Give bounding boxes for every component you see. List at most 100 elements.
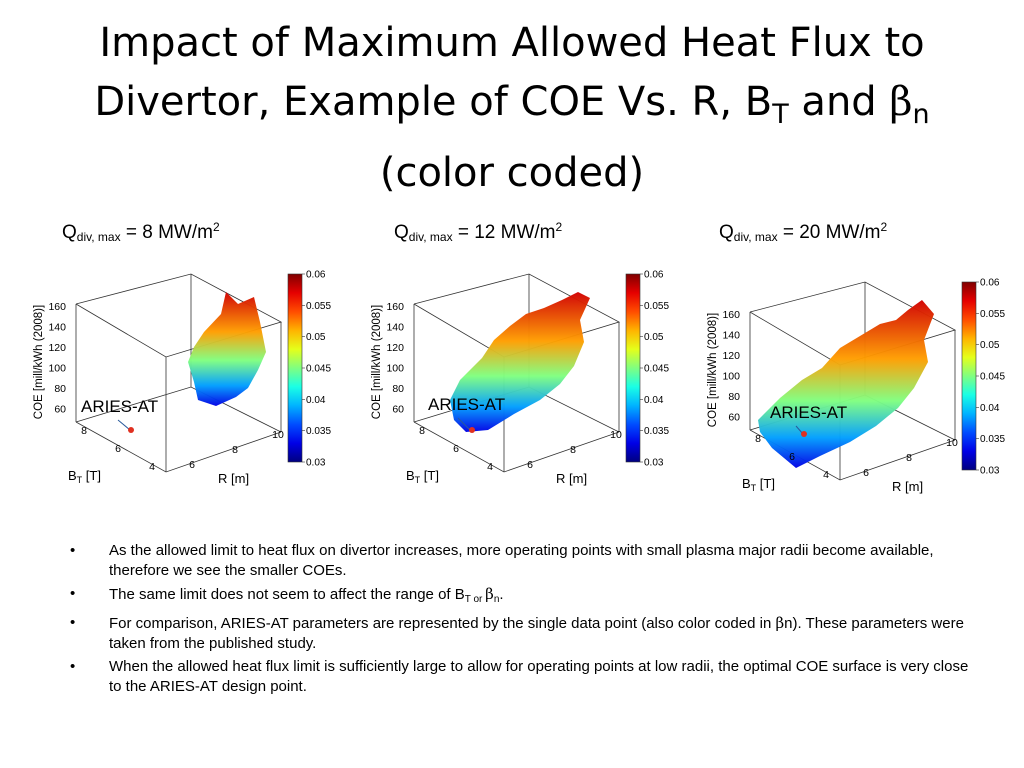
- beta-subscript: n: [493, 594, 500, 605]
- bullet-marker: •: [70, 542, 76, 559]
- bt-subscript: T or: [464, 594, 486, 605]
- r-tick-label: 10: [272, 429, 284, 441]
- r-tick-label: 10: [610, 429, 622, 441]
- z-tick-label: 80: [728, 391, 740, 403]
- q-symbol: Q: [719, 222, 734, 243]
- z-tick-label: 60: [728, 412, 740, 424]
- q-subscript: div, max: [76, 230, 121, 244]
- z-tick-label: 120: [722, 350, 740, 362]
- title-line-1: Impact of Maximum Allowed Heat Flux to: [99, 20, 925, 66]
- surface-plot: 160 140 120 100 80 60 COE [mill/kWh (2008)] 8 6 4…: [371, 270, 669, 487]
- z-tick-label: 100: [386, 363, 404, 375]
- annotation-leader: [457, 417, 471, 431]
- r-tick-label: 10: [946, 437, 958, 449]
- z-tick-label: 60: [54, 404, 66, 416]
- colorbar-tick-label: 0.06: [306, 270, 326, 281]
- z-tick-label: 140: [386, 322, 404, 334]
- q-subscript: div, max: [408, 230, 453, 244]
- z-tick-label: 160: [722, 309, 740, 321]
- z-tick-label: 140: [48, 322, 66, 334]
- colorbar-tick-label: 0.045: [644, 364, 669, 375]
- r-tick-label: 6: [863, 467, 869, 479]
- z-axis-label: COE [mill/kWh (2008)]: [707, 313, 719, 427]
- title-line-2-text: Divertor, Example of COE Vs. R, B: [94, 79, 773, 125]
- bullet-text: For comparison, ARIES-AT parameters are …: [109, 615, 776, 632]
- box-back-floor: [75, 386, 282, 433]
- bullet-marker: •: [70, 585, 76, 602]
- bt-tick-label: 6: [115, 443, 121, 455]
- colorbar: [625, 273, 641, 463]
- axes-box: [75, 273, 283, 473]
- colorbar-tick-label: 0.035: [306, 426, 331, 437]
- colorbar-tick-label: 0.03: [980, 466, 1000, 477]
- surface-plot: 160 140 120 100 80 60 COE [mill/kWh (2008)] 8 6 4…: [707, 278, 1005, 495]
- bt-tick-label: 4: [149, 461, 155, 473]
- z-tick-label: 140: [722, 330, 740, 342]
- slide-title: Impact of Maximum Allowed Heat Flux to D…: [20, 14, 1004, 203]
- z-tick-label: 120: [386, 342, 404, 354]
- title-bt-subscript: T: [772, 99, 789, 130]
- q-superscript: 2: [880, 220, 888, 234]
- bullet-item: • As the allowed limit to heat flux on d…: [70, 541, 970, 581]
- colorbar-tick-label: 0.03: [644, 458, 664, 469]
- panel-2-caption: Qdiv, max = 12 MW/m2: [394, 220, 562, 244]
- surface-plot: 160 140 120 100 80 60 COE [mill/kWh (2008)] 8 6 4…: [33, 270, 331, 487]
- bullet-item: • For comparison, ARIES-AT parameters ar…: [70, 613, 970, 654]
- coe-surface: [758, 300, 934, 468]
- bullet-item: • When the allowed heat flux limit is su…: [70, 657, 970, 697]
- colorbar-tick-label: 0.045: [306, 364, 331, 375]
- bullet-marker: •: [70, 614, 76, 631]
- q-symbol: Q: [394, 222, 409, 243]
- q-value: = 8 MW/m: [120, 222, 213, 243]
- chart-panel-1: 160 140 120 100 80 60 COE [mill/kWh (2008)] 8 6 4…: [26, 262, 346, 502]
- bullet-list: • As the allowed limit to heat flux on d…: [70, 541, 970, 700]
- title-beta-symbol: β: [889, 79, 913, 125]
- colorbar-tick-label: 0.055: [980, 309, 1005, 320]
- colorbar-tick-label: 0.035: [980, 434, 1005, 445]
- colorbar-tick-label: 0.04: [306, 395, 326, 406]
- colorbar-tick-label: 0.055: [644, 301, 669, 312]
- colorbar-tick-label: 0.06: [980, 278, 1000, 289]
- r-tick-label: 8: [906, 452, 912, 464]
- z-tick-label: 120: [48, 342, 66, 354]
- z-tick-label: 100: [722, 371, 740, 383]
- q-symbol: Q: [62, 222, 77, 243]
- r-tick-label: 8: [232, 444, 238, 456]
- r-axis-label: R [m]: [892, 479, 923, 494]
- z-tick-label: 160: [386, 301, 404, 313]
- bt-tick-label: 6: [453, 443, 459, 455]
- r-tick-label: 6: [189, 459, 195, 471]
- aries-at-marker: [469, 427, 475, 433]
- title-line-3: (color coded): [379, 150, 645, 196]
- chart-panel-3: 160 140 120 100 80 60 COE [mill/kWh (2008)] 8 6 4…: [700, 270, 1020, 510]
- bt-tick-label: 8: [755, 433, 761, 445]
- bullet-text: The same limit does not seem to affect t…: [109, 586, 465, 603]
- panel-1-caption: Qdiv, max = 8 MW/m2: [62, 220, 220, 244]
- colorbar-tick-label: 0.045: [980, 372, 1005, 383]
- bullet-marker: •: [70, 658, 76, 675]
- bt-axis-label: BT [T]: [406, 468, 439, 485]
- beta-symbol: β: [485, 585, 494, 603]
- aries-at-label: ARIES-AT: [428, 395, 505, 414]
- aries-at-marker: [128, 427, 134, 433]
- r-axis-label: R [m]: [556, 471, 587, 486]
- coe-surface: [188, 292, 266, 406]
- aries-at-marker: [801, 431, 807, 437]
- box-bottom-edges: [413, 421, 620, 473]
- z-tick-label: 100: [48, 363, 66, 375]
- q-superscript: 2: [555, 220, 563, 234]
- z-tick-label: 160: [48, 301, 66, 313]
- q-value: = 20 MW/m: [777, 222, 881, 243]
- r-axis-label: R [m]: [218, 471, 249, 486]
- colorbar-tick-label: 0.05: [306, 332, 326, 343]
- q-value: = 12 MW/m: [452, 222, 556, 243]
- colorbar-tick-label: 0.04: [980, 403, 1000, 414]
- colorbar-tick-label: 0.04: [644, 395, 664, 406]
- r-tick-label: 8: [570, 444, 576, 456]
- bt-tick-label: 8: [81, 425, 87, 437]
- z-axis-label: COE [mill/kWh (2008)]: [33, 305, 45, 419]
- bt-tick-label: 6: [789, 451, 795, 463]
- q-superscript: 2: [212, 220, 220, 234]
- bullet-text-end: n). These parameters were taken from the…: [109, 615, 964, 652]
- aries-at-label: ARIES-AT: [81, 397, 158, 416]
